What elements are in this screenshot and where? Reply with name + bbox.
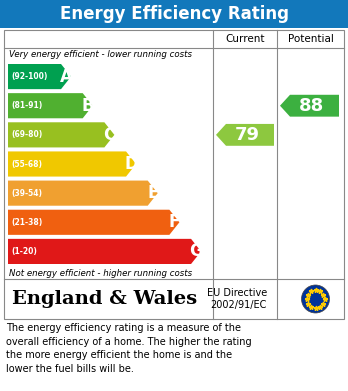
Text: B: B [81,97,94,115]
Polygon shape [8,64,71,89]
Polygon shape [216,124,274,146]
Text: The energy efficiency rating is a measure of the
overall efficiency of a home. T: The energy efficiency rating is a measur… [6,323,252,374]
Text: 79: 79 [235,126,260,144]
Polygon shape [8,93,93,118]
Text: Current: Current [225,34,265,44]
Text: (81-91): (81-91) [11,101,42,110]
Circle shape [301,285,330,313]
Polygon shape [8,181,158,206]
Text: England & Wales: England & Wales [12,290,197,308]
Text: (69-80): (69-80) [11,130,42,139]
Text: 88: 88 [299,97,325,115]
Text: C: C [103,126,116,144]
Text: Very energy efficient - lower running costs: Very energy efficient - lower running co… [9,50,192,59]
Polygon shape [280,95,339,117]
Text: (21-38): (21-38) [11,218,42,227]
Polygon shape [8,122,114,147]
Text: (39-54): (39-54) [11,188,42,197]
Text: Energy Efficiency Rating: Energy Efficiency Rating [60,5,288,23]
Polygon shape [8,151,136,177]
Text: Potential: Potential [287,34,333,44]
Polygon shape [8,239,201,264]
Text: (55-68): (55-68) [11,160,42,169]
Text: E: E [147,184,158,202]
Bar [0,0,348,28]
Text: A: A [60,68,72,86]
Text: D: D [124,155,138,173]
Text: (92-100): (92-100) [11,72,47,81]
Bar [4,30,344,319]
Text: Not energy efficient - higher running costs: Not energy efficient - higher running co… [9,269,192,278]
Text: G: G [189,242,203,260]
Polygon shape [8,210,179,235]
Text: (1-20): (1-20) [11,247,37,256]
Text: F: F [169,213,180,231]
Text: EU Directive
2002/91/EC: EU Directive 2002/91/EC [207,288,267,310]
